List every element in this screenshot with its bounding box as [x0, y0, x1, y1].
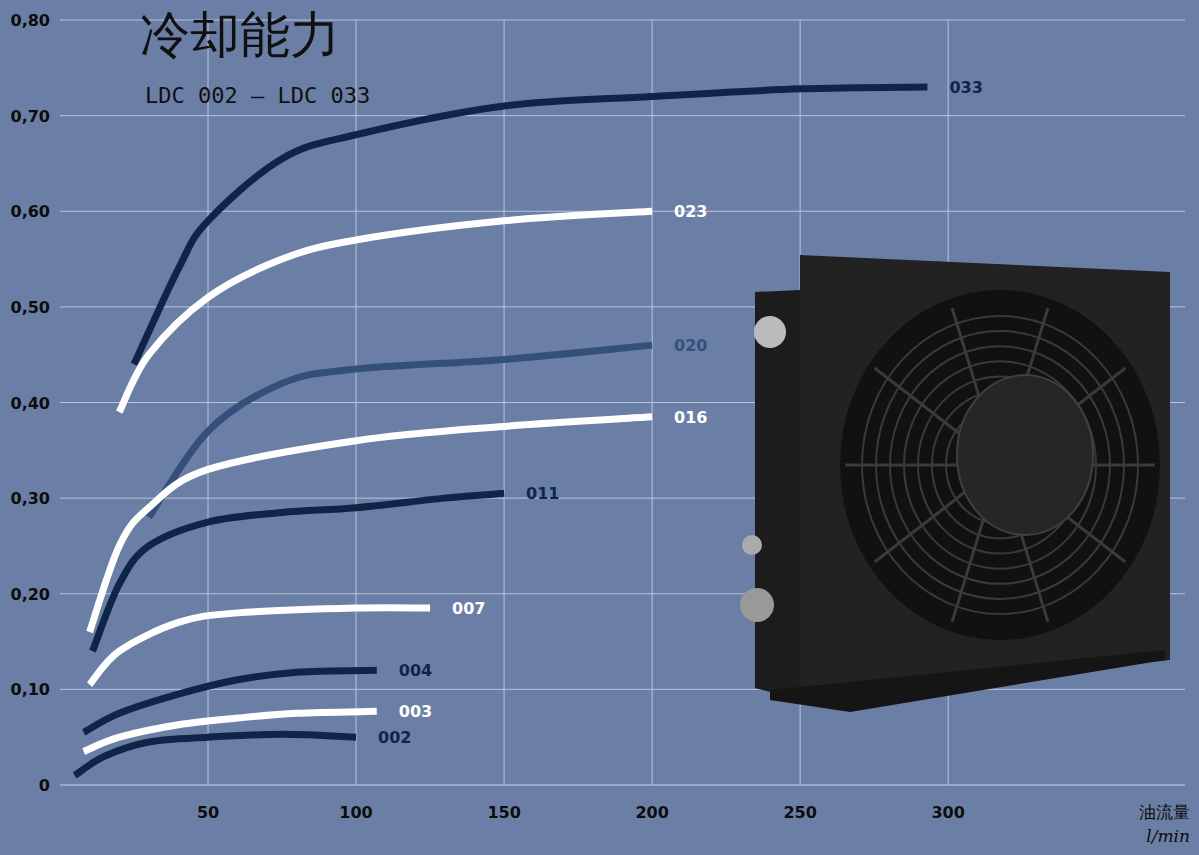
series-label: 020 [674, 336, 707, 355]
x-axis-unit: l/min [1146, 826, 1190, 846]
y-tick-label: 0 [39, 776, 50, 795]
y-tick-label: 0,10 [11, 680, 50, 699]
series-label: 002 [378, 728, 411, 747]
series-line [119, 211, 652, 412]
y-tick-label: 0,60 [11, 202, 50, 221]
y-tick-label: 0,20 [11, 585, 50, 604]
grid [60, 20, 1185, 785]
x-tick-label: 250 [783, 803, 816, 822]
x-tick-label: 200 [635, 803, 668, 822]
subtitle: LDC 002 – LDC 033 [145, 83, 370, 108]
x-tick-label: 50 [197, 803, 219, 822]
x-tick-label: 150 [487, 803, 520, 822]
x-axis [60, 784, 1185, 785]
x-grid-line [504, 20, 505, 785]
y-tick-label: 0,70 [11, 107, 50, 126]
x-grid-line [208, 20, 209, 785]
series-line [84, 670, 377, 732]
series-line [90, 417, 653, 632]
y-tick-label: 0,30 [11, 489, 50, 508]
series-label: 016 [674, 408, 707, 427]
plot-area [75, 87, 928, 776]
y-grid-line [60, 689, 1185, 690]
series-label: 023 [674, 202, 707, 221]
x-grid-line [652, 20, 653, 785]
series-line [75, 734, 356, 775]
x-axis-title: 油流量 [1139, 802, 1190, 822]
series-label: 033 [949, 78, 982, 97]
chart: 0 0,10 0,20 0,30 0,40 0,50 0,60 0,70 0,80 50 100 15… [0, 0, 1199, 855]
series-line [93, 493, 505, 651]
y-tick-label: 0,80 [11, 11, 50, 30]
series-labels: 033 023 020 016 011 007 004 003 002 [378, 78, 983, 747]
background [0, 0, 1199, 855]
y-tick-label: 0,40 [11, 394, 50, 413]
series-line [134, 87, 927, 364]
x-tick-label: 300 [931, 803, 964, 822]
product-image [740, 255, 1170, 712]
series-line [149, 345, 652, 517]
series-label: 007 [452, 599, 485, 618]
series-label: 003 [399, 702, 432, 721]
y-tick-label: 0,50 [11, 298, 50, 317]
y-grid-line [60, 115, 1185, 116]
x-tick-label: 100 [339, 803, 372, 822]
series-label: 011 [526, 484, 559, 503]
title: 冷却能力 [140, 6, 340, 64]
series-label: 004 [399, 661, 432, 680]
